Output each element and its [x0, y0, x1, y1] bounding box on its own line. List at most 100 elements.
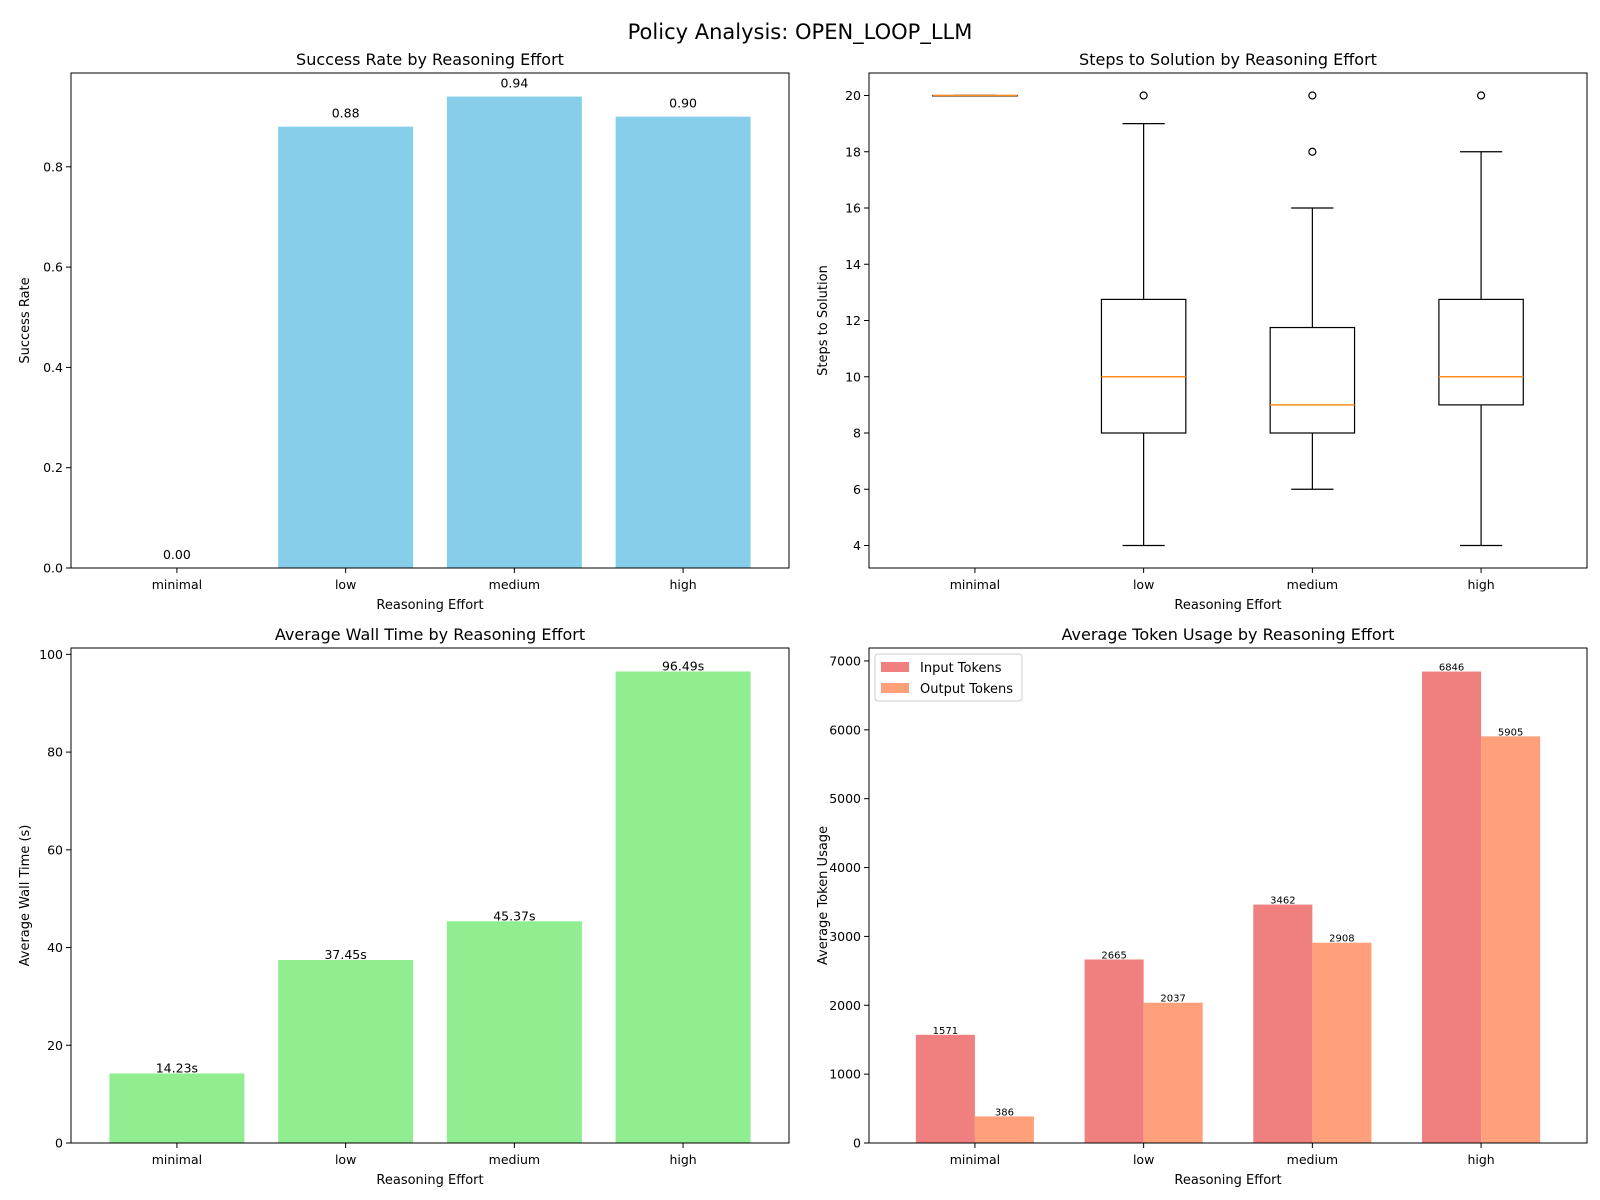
- bar: [278, 960, 414, 1143]
- bar-value-label: 6846: [1439, 663, 1464, 674]
- x-axis-label: Reasoning Effort: [376, 598, 483, 613]
- y-axis-label: Steps to Solution: [816, 265, 831, 376]
- bar-value-label: 14.23s: [156, 1060, 198, 1075]
- bar-value-label: 1571: [933, 1026, 958, 1037]
- y-tick-label: 0.2: [43, 460, 63, 475]
- chart-title: Steps to Solution by Reasoning Effort: [1079, 50, 1377, 69]
- y-tick-label: 0: [853, 1136, 861, 1151]
- x-tick-label: high: [1467, 577, 1494, 592]
- y-tick-label: 0.8: [43, 159, 63, 174]
- x-axis-label: Reasoning Effort: [1174, 1173, 1281, 1188]
- y-tick-label: 20: [47, 1038, 63, 1053]
- bar-value-label: 386: [995, 1107, 1014, 1118]
- y-tick-label: 40: [47, 940, 63, 955]
- legend-swatch: [881, 662, 909, 672]
- x-tick-label: minimal: [152, 577, 202, 592]
- axes-frame: [70, 72, 790, 569]
- bar-value-label: 2037: [1160, 994, 1185, 1005]
- box-iqr: [1269, 326, 1356, 434]
- bar: [615, 116, 751, 569]
- bar-value-label: 0.88: [332, 106, 360, 121]
- wall-time-chart: Average Wall Time by Reasoning Effort Rea…: [18, 625, 790, 1188]
- bar-value-label: 0.00: [163, 547, 191, 562]
- figure-title: Policy Analysis: OPEN_LOOP_LLM: [628, 20, 973, 45]
- y-tick-label: 4: [853, 538, 861, 553]
- box-iqr: [1438, 298, 1524, 406]
- axes-frame: [868, 647, 1588, 1144]
- y-tick-label: 4000: [829, 860, 861, 875]
- y-tick-label: 1000: [829, 1067, 861, 1082]
- y-tick-label: 100: [39, 647, 63, 662]
- bar: [446, 921, 582, 1143]
- y-tick-label: 0.0: [43, 561, 63, 576]
- x-tick-label: low: [335, 1152, 356, 1167]
- y-tick-label: 12: [845, 313, 861, 328]
- bar: [109, 1073, 245, 1143]
- bar-value-label: 0.90: [669, 96, 697, 111]
- y-axis-label: Average Token Usage: [816, 826, 831, 965]
- axes-frame: [868, 72, 1588, 569]
- x-tick-label: low: [1133, 577, 1154, 592]
- bar-value-label: 37.45s: [324, 947, 366, 962]
- y-tick-label: 18: [845, 144, 861, 159]
- y-tick-label: 0.4: [43, 360, 63, 375]
- x-tick-label: high: [669, 577, 696, 592]
- x-tick-label: medium: [1287, 1152, 1338, 1167]
- bar: [1253, 904, 1313, 1143]
- y-tick-label: 6000: [829, 722, 861, 737]
- box-iqr: [1100, 298, 1187, 434]
- chart-title: Average Token Usage by Reasoning Effort: [1062, 625, 1395, 644]
- bar-value-label: 45.37s: [493, 908, 535, 923]
- token-usage-chart: Average Token Usage by Reasoning Effort R…: [816, 625, 1588, 1188]
- outlier-point: [1308, 147, 1317, 156]
- y-tick-label: 7000: [829, 653, 861, 668]
- chart-title: Average Wall Time by Reasoning Effort: [275, 625, 585, 644]
- y-tick-label: 8: [853, 426, 861, 441]
- success-rate-chart: Success Rate by Reasoning Effort Reasonin…: [18, 50, 790, 613]
- bar: [1312, 942, 1372, 1143]
- x-tick-label: medium: [1287, 577, 1338, 592]
- y-tick-label: 5000: [829, 791, 861, 806]
- y-tick-label: 6: [853, 482, 861, 497]
- outlier-point: [1139, 91, 1148, 100]
- outlier-point: [1476, 91, 1486, 100]
- x-tick-label: high: [669, 1152, 696, 1167]
- bar-value-label: 96.49s: [662, 659, 704, 674]
- bar: [974, 1116, 1034, 1143]
- x-tick-label: high: [1467, 1152, 1494, 1167]
- y-tick-label: 80: [47, 745, 63, 760]
- bar: [915, 1034, 975, 1143]
- x-axis-label: Reasoning Effort: [1174, 598, 1281, 613]
- chart-title: Success Rate by Reasoning Effort: [296, 50, 564, 69]
- axes-frame: [70, 647, 790, 1144]
- bar-value-label: 3462: [1270, 896, 1295, 907]
- y-tick-label: 2000: [829, 998, 861, 1013]
- bar: [1084, 959, 1144, 1143]
- y-tick-label: 3000: [829, 929, 861, 944]
- y-tick-label: 14: [845, 257, 861, 272]
- legend-label: Output Tokens: [920, 682, 1013, 697]
- x-tick-label: minimal: [950, 1152, 1000, 1167]
- y-axis-label: Success Rate: [18, 277, 33, 363]
- legend-label: Input Tokens: [920, 661, 1002, 676]
- x-tick-label: low: [335, 577, 356, 592]
- y-tick-label: 60: [47, 842, 63, 857]
- bar-value-label: 2908: [1329, 934, 1354, 945]
- y-axis-label: Average Wall Time (s): [18, 825, 33, 967]
- steps-boxplot-chart: Steps to Solution by Reasoning Effort Rea…: [816, 50, 1588, 613]
- x-tick-label: minimal: [950, 577, 1000, 592]
- bar: [1481, 736, 1541, 1143]
- y-tick-label: 0: [55, 1136, 63, 1151]
- bar-value-label: 5905: [1498, 727, 1523, 738]
- x-tick-label: low: [1133, 1152, 1154, 1167]
- y-tick-label: 0.6: [43, 260, 63, 275]
- y-tick-label: 20: [845, 88, 861, 103]
- legend-swatch: [881, 683, 909, 693]
- bar: [1143, 1002, 1203, 1143]
- x-tick-label: medium: [489, 577, 540, 592]
- x-tick-label: minimal: [152, 1152, 202, 1167]
- bar: [615, 671, 751, 1143]
- y-tick-label: 16: [845, 201, 861, 216]
- x-tick-label: medium: [489, 1152, 540, 1167]
